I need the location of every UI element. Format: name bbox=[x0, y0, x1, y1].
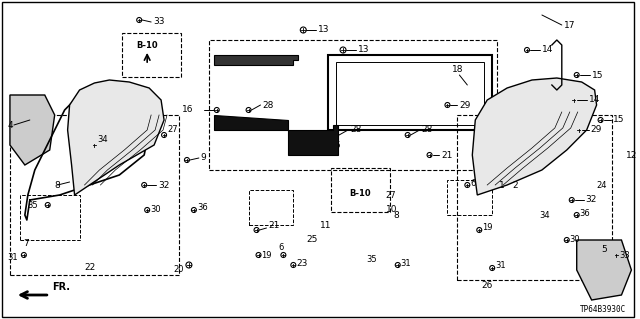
Text: 16: 16 bbox=[330, 140, 342, 150]
Polygon shape bbox=[214, 55, 298, 65]
Text: 31: 31 bbox=[7, 254, 18, 263]
Text: 31: 31 bbox=[401, 258, 412, 268]
Text: 18: 18 bbox=[452, 65, 464, 75]
Text: 7: 7 bbox=[23, 239, 29, 248]
Text: 11: 11 bbox=[320, 220, 332, 229]
Text: 6: 6 bbox=[278, 243, 284, 253]
Text: 23: 23 bbox=[296, 258, 308, 268]
Text: FR.: FR. bbox=[52, 282, 70, 292]
Text: 21: 21 bbox=[268, 220, 280, 229]
Polygon shape bbox=[472, 78, 596, 195]
Text: 28: 28 bbox=[262, 100, 274, 109]
Bar bbox=[336, 62, 484, 125]
Bar bbox=[248, 190, 293, 225]
Text: 21: 21 bbox=[442, 151, 453, 160]
Text: 26: 26 bbox=[481, 280, 493, 290]
Text: 2: 2 bbox=[512, 181, 518, 189]
Text: 31: 31 bbox=[495, 261, 506, 270]
Bar bbox=[328, 55, 492, 130]
Text: 29: 29 bbox=[591, 125, 602, 135]
Text: 6: 6 bbox=[470, 179, 476, 188]
Text: 17: 17 bbox=[564, 20, 575, 29]
Text: 35: 35 bbox=[27, 201, 38, 210]
Text: 8: 8 bbox=[394, 211, 399, 219]
Text: 4: 4 bbox=[7, 121, 13, 130]
Bar bbox=[20, 195, 79, 240]
Text: 12: 12 bbox=[627, 151, 638, 160]
Polygon shape bbox=[10, 95, 54, 165]
Text: 14: 14 bbox=[589, 95, 600, 105]
Text: 13: 13 bbox=[318, 26, 330, 34]
Text: 24: 24 bbox=[596, 181, 607, 189]
Text: 34: 34 bbox=[97, 136, 108, 145]
Text: B-10: B-10 bbox=[349, 189, 371, 197]
Text: 19: 19 bbox=[262, 250, 272, 259]
Text: 15: 15 bbox=[612, 115, 624, 124]
Text: 28: 28 bbox=[350, 125, 362, 135]
Text: 5: 5 bbox=[602, 246, 607, 255]
Text: 30: 30 bbox=[570, 235, 580, 244]
Text: 1: 1 bbox=[499, 181, 505, 189]
Text: 30: 30 bbox=[150, 205, 161, 214]
Text: 27: 27 bbox=[386, 190, 396, 199]
Polygon shape bbox=[68, 80, 164, 195]
Text: 15: 15 bbox=[591, 70, 603, 79]
Polygon shape bbox=[214, 115, 338, 155]
Text: 14: 14 bbox=[542, 46, 554, 55]
Bar bbox=[447, 180, 492, 215]
Text: 32: 32 bbox=[586, 196, 597, 204]
Polygon shape bbox=[577, 240, 632, 300]
Text: 36: 36 bbox=[580, 209, 591, 218]
Text: 33: 33 bbox=[620, 250, 630, 259]
Text: 36: 36 bbox=[197, 204, 207, 212]
Text: 29: 29 bbox=[460, 100, 471, 109]
Text: TP64B3930C: TP64B3930C bbox=[580, 305, 627, 314]
Text: 35: 35 bbox=[366, 256, 376, 264]
Bar bbox=[209, 40, 497, 170]
Text: 25: 25 bbox=[307, 235, 317, 244]
Bar bbox=[458, 115, 611, 280]
Text: 13: 13 bbox=[358, 46, 369, 55]
Bar bbox=[10, 115, 179, 275]
Text: 34: 34 bbox=[539, 211, 550, 219]
Text: 20: 20 bbox=[173, 265, 184, 275]
Text: 19: 19 bbox=[483, 224, 493, 233]
Text: 9: 9 bbox=[201, 153, 207, 162]
Text: 33: 33 bbox=[153, 18, 164, 26]
Text: 27: 27 bbox=[167, 125, 178, 135]
Text: 28: 28 bbox=[422, 125, 433, 135]
Text: 8: 8 bbox=[54, 181, 60, 189]
Text: 10: 10 bbox=[386, 205, 397, 214]
Text: 16: 16 bbox=[182, 106, 194, 115]
Text: 22: 22 bbox=[84, 263, 96, 272]
Text: B-10: B-10 bbox=[136, 41, 158, 49]
Text: 32: 32 bbox=[158, 181, 170, 189]
